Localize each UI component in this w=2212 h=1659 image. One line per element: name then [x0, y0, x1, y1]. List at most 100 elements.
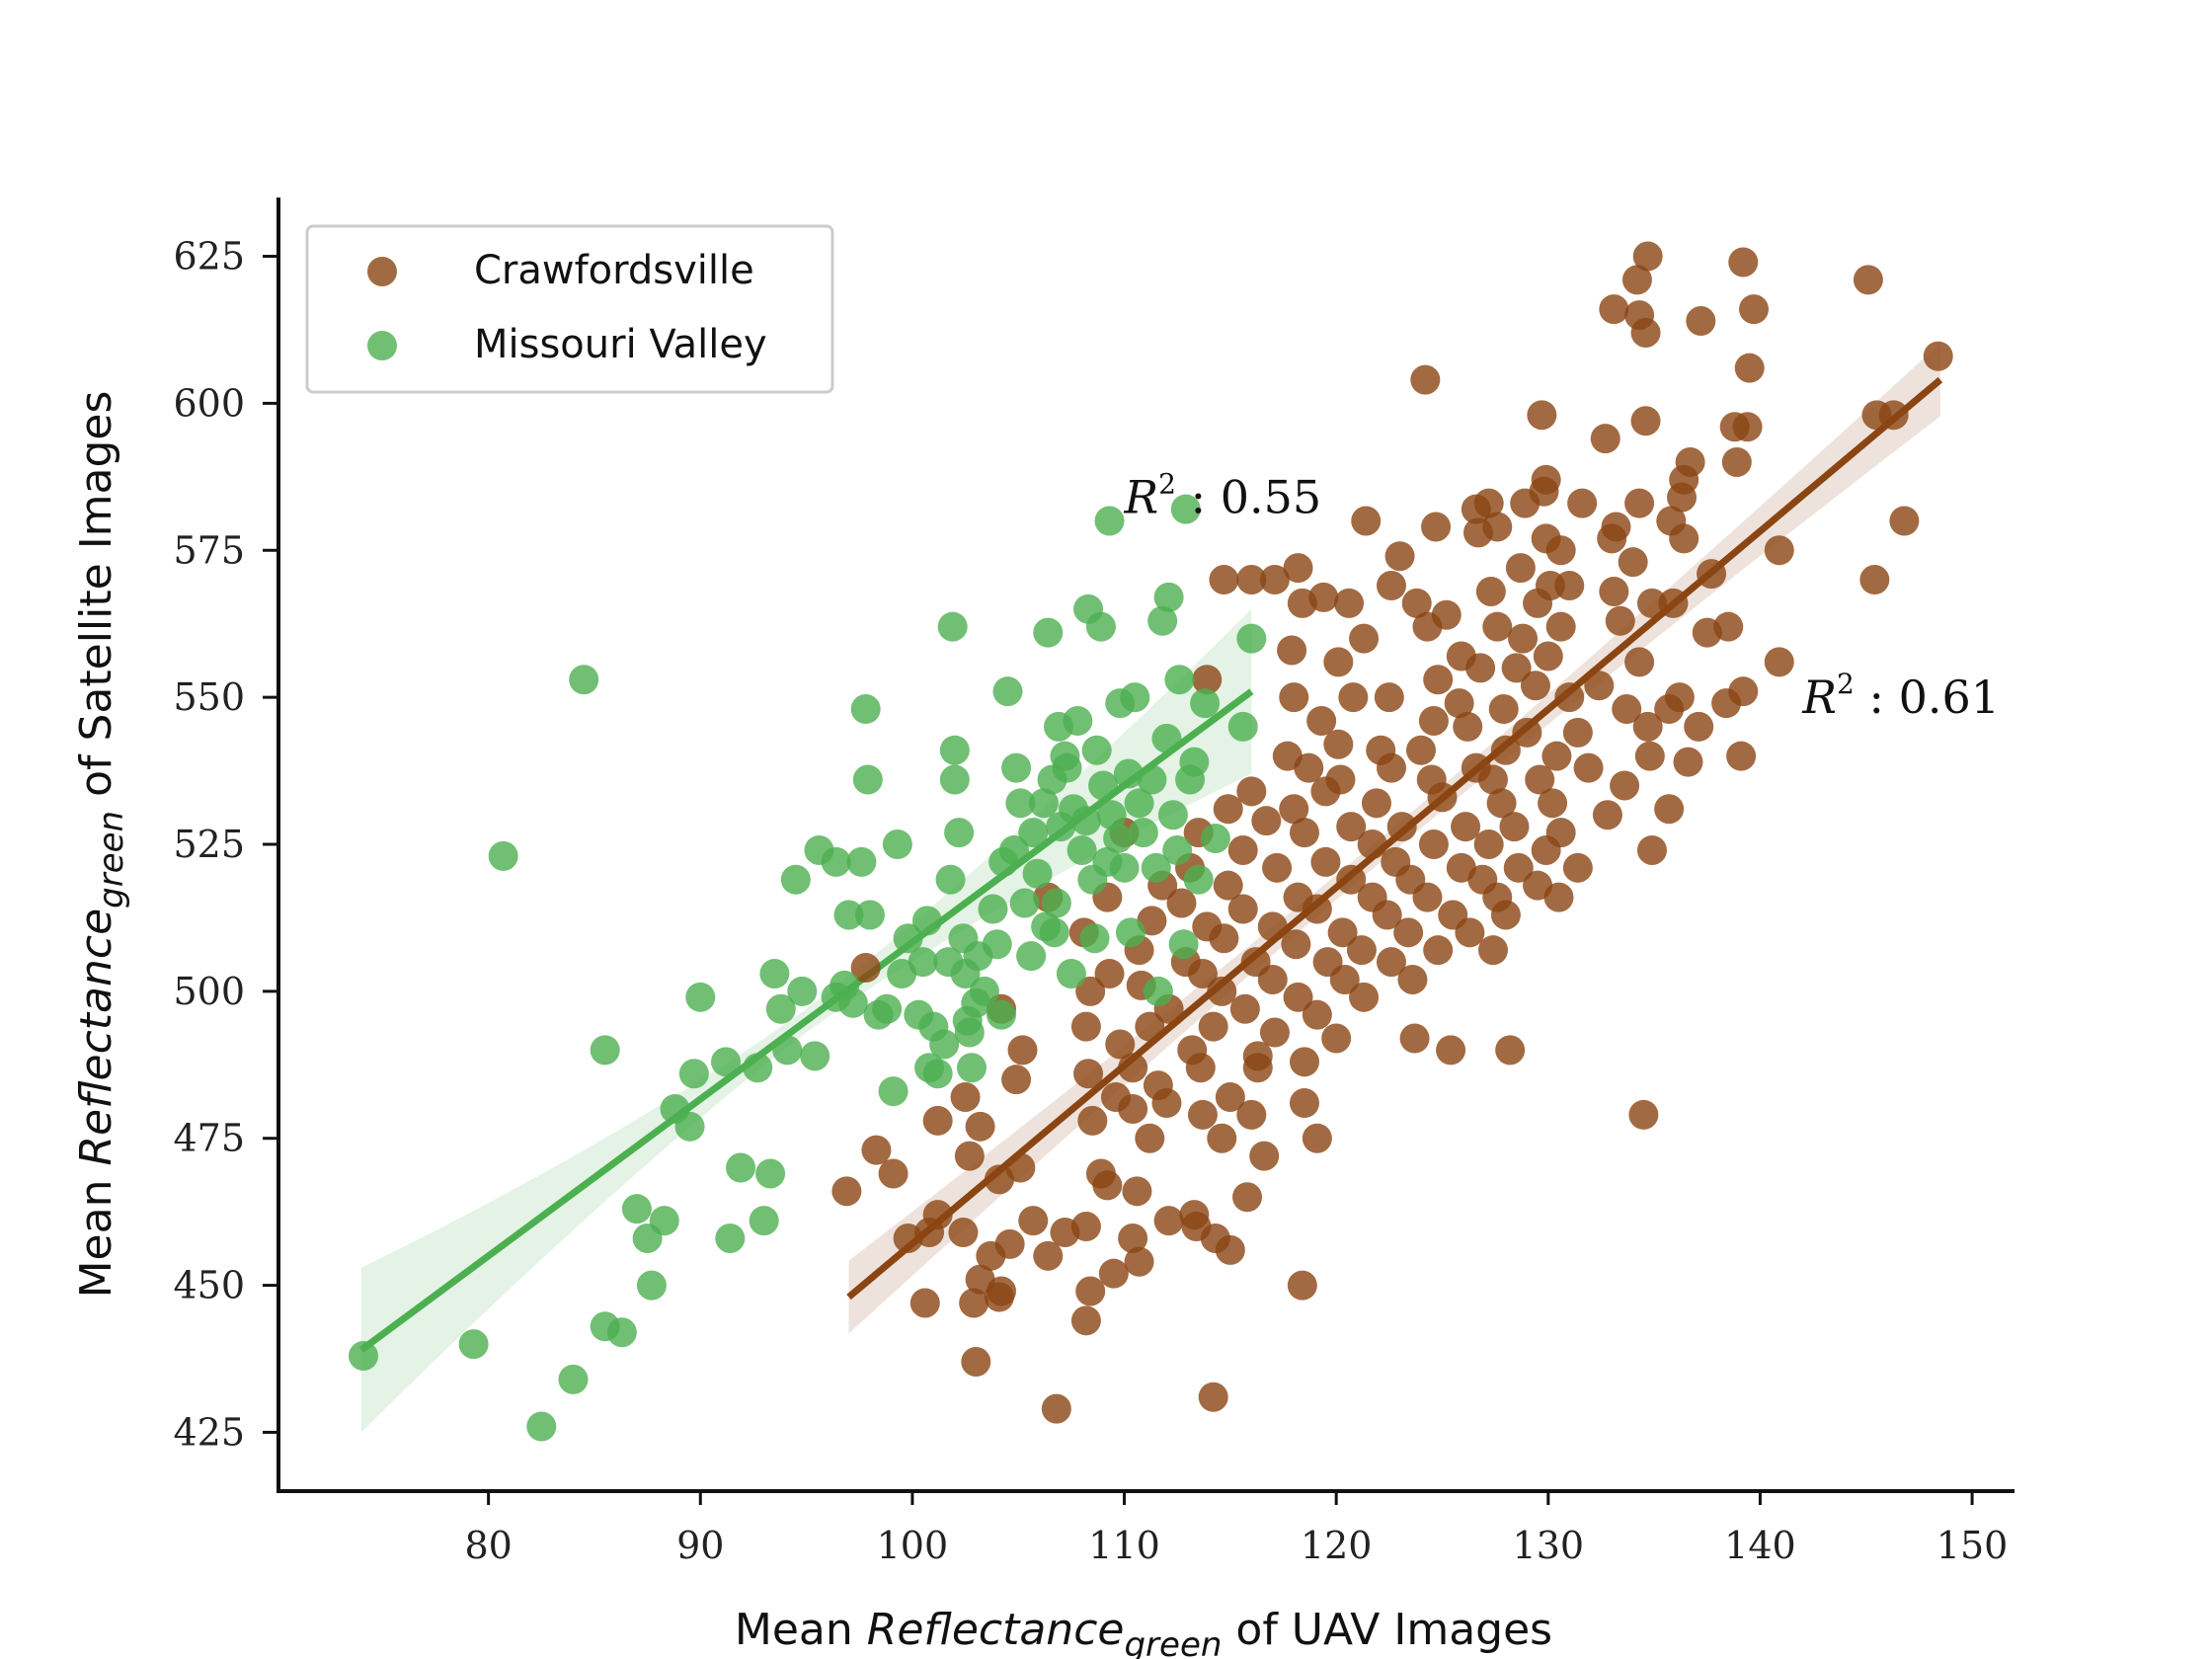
y-tick-label: 475 — [173, 1117, 245, 1160]
x-tick-label: 100 — [877, 1524, 949, 1567]
data-point — [1418, 830, 1449, 859]
r-squared-annotation: R2 : 0.61 — [1801, 668, 2000, 724]
x-axis-title-pre: Mean — [735, 1605, 867, 1655]
data-point — [1164, 665, 1195, 695]
data-point — [1085, 611, 1116, 642]
data-point — [1658, 588, 1689, 618]
x-tick-label: 140 — [1724, 1524, 1796, 1567]
x-axis-title: Mean Reflectancegreen of UAV Images — [735, 1605, 1552, 1659]
data-point — [1538, 788, 1568, 819]
data-point — [1229, 993, 1260, 1024]
data-point — [1410, 364, 1441, 395]
data-point — [1554, 682, 1585, 713]
data-point — [1200, 824, 1230, 854]
annotation-sup: 2 — [1837, 668, 1855, 700]
data-point — [831, 1176, 862, 1207]
data-point — [1654, 694, 1685, 725]
axes — [276, 198, 2014, 1493]
y-axis-title-pre: Mean — [71, 1166, 121, 1299]
legend-label-missouri-valley: Missouri Valley — [474, 322, 767, 367]
data-point — [1590, 424, 1620, 454]
data-point — [1499, 812, 1530, 842]
data-point — [908, 947, 938, 978]
data-point — [850, 953, 881, 984]
x-tick-label: 130 — [1513, 1524, 1585, 1567]
data-point — [1527, 400, 1557, 431]
data-point — [1151, 723, 1182, 753]
data-point — [1088, 770, 1119, 801]
data-point — [1094, 959, 1125, 988]
legend-marker-crawfordsville — [367, 257, 397, 286]
data-point — [1105, 1029, 1136, 1060]
data-point — [1654, 794, 1685, 825]
data-point — [1227, 711, 1258, 742]
legend-marker-missouri-valley — [367, 331, 397, 360]
legend-label-crawfordsville: Crawfordsville — [474, 248, 754, 293]
x-axis-title-post: of UAV Images — [1222, 1605, 1552, 1655]
data-point — [1399, 1023, 1430, 1054]
data-point — [1686, 306, 1716, 337]
data-point — [1512, 717, 1542, 748]
data-point — [1075, 1276, 1106, 1306]
x-tick-label: 120 — [1301, 1524, 1373, 1567]
data-point — [1545, 535, 1576, 566]
data-point — [1418, 705, 1449, 736]
data-point — [1423, 665, 1454, 695]
data-point — [1739, 294, 1769, 325]
data-point — [1423, 935, 1454, 966]
data-point — [526, 1411, 557, 1442]
data-point — [1289, 1088, 1319, 1118]
data-point — [1628, 1099, 1659, 1130]
data-point — [1236, 623, 1267, 654]
data-point — [1022, 858, 1053, 889]
y-axis-title: Mean Reflectancegreen of Satellite Image… — [71, 391, 131, 1299]
data-point — [982, 929, 1012, 960]
data-point — [1183, 864, 1214, 895]
data-point — [1041, 1393, 1071, 1424]
data-point — [1523, 588, 1553, 618]
data-point — [1495, 1035, 1526, 1066]
data-point — [961, 1347, 991, 1377]
y-tick-label: 450 — [173, 1264, 245, 1307]
data-point — [1007, 1035, 1038, 1066]
data-point — [1573, 752, 1604, 783]
data-point — [1310, 776, 1341, 807]
data-point — [1376, 571, 1406, 600]
legend-box — [305, 224, 834, 394]
data-point — [954, 1017, 985, 1048]
data-point — [1236, 1099, 1267, 1130]
data-point — [1192, 665, 1223, 695]
data-point — [978, 894, 1008, 924]
data-point — [1168, 929, 1199, 960]
data-point — [1630, 406, 1661, 436]
series-missouri-valley — [349, 494, 1267, 1442]
data-point — [1697, 559, 1727, 590]
data-point — [1503, 852, 1534, 883]
data-point — [1135, 1011, 1165, 1042]
data-point — [929, 1029, 960, 1060]
data-point — [1170, 494, 1201, 524]
data-point — [787, 976, 818, 1006]
data-point — [1351, 506, 1382, 536]
data-point — [994, 1228, 1025, 1259]
data-point — [1039, 917, 1069, 948]
y-axis-title-italic: Reflectance — [71, 908, 121, 1166]
data-point — [1113, 758, 1144, 789]
data-point — [1103, 824, 1134, 854]
data-point — [935, 864, 966, 895]
data-point — [1120, 682, 1150, 713]
data-point — [1543, 882, 1574, 912]
y-tick-label: 625 — [173, 235, 245, 278]
data-point — [1349, 982, 1380, 1012]
data-point — [1361, 788, 1391, 819]
data-point — [1310, 846, 1341, 877]
data-point — [1636, 834, 1667, 865]
data-point — [1141, 852, 1171, 883]
data-point — [1406, 735, 1437, 765]
data-point — [1259, 1017, 1290, 1048]
x-tick-label: 110 — [1088, 1524, 1160, 1567]
data-point — [685, 982, 716, 1012]
data-point — [1092, 1170, 1123, 1201]
data-point — [1684, 711, 1714, 742]
data-point — [1567, 488, 1598, 518]
